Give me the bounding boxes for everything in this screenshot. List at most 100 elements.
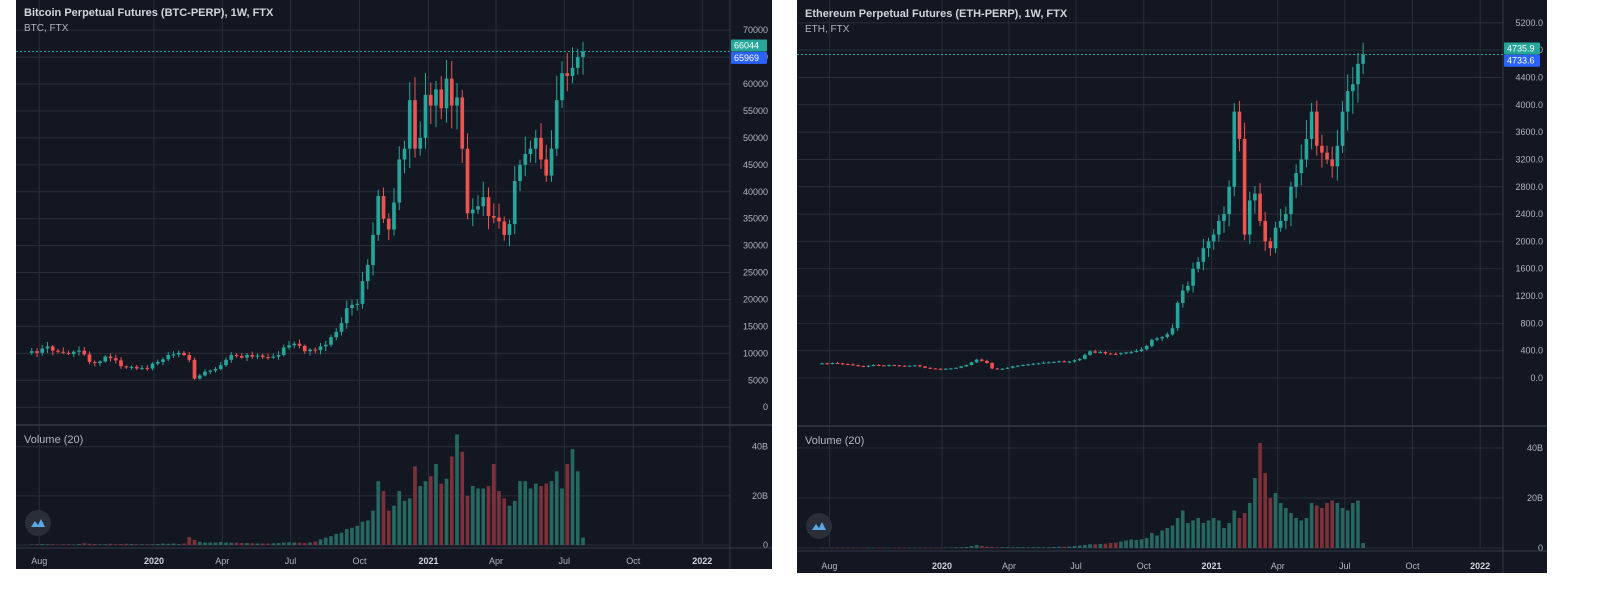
candle — [1134, 351, 1139, 353]
volume-bar — [1052, 547, 1056, 548]
x-tick-label: Jul — [558, 556, 570, 566]
volume-bar — [281, 542, 286, 545]
candle — [266, 357, 270, 359]
volume-bar — [171, 543, 176, 545]
volume-bar — [1098, 544, 1103, 548]
eth-chart-canvas[interactable]: Aug 2020 Apr Jul Oct 2021 Apr Jul Oct 2022 0.0 400.… — [797, 0, 1547, 573]
tradingview-logo-icon[interactable] — [25, 510, 51, 536]
volume-bar — [29, 544, 34, 546]
volume-bar — [302, 543, 307, 545]
x-tick-label: Aug — [31, 556, 47, 566]
candle — [830, 362, 835, 364]
candle — [108, 356, 113, 359]
candle — [1139, 349, 1144, 352]
volume-bar — [1211, 518, 1216, 548]
candle — [302, 345, 307, 352]
candle — [1242, 138, 1247, 235]
volume-bar — [969, 546, 974, 548]
volume-bar — [949, 547, 953, 548]
candle — [1129, 352, 1134, 354]
chart-title: Ethereum Perpetual Futures (ETH-PERP), 1… — [805, 8, 1068, 20]
volume-bar — [892, 547, 896, 549]
candle — [851, 364, 855, 366]
volume-bar — [155, 544, 160, 545]
volume-bar — [918, 547, 922, 549]
x-tick-label: 2022 — [1470, 561, 1490, 571]
candle — [845, 364, 850, 366]
volume-bar — [1046, 547, 1051, 548]
candle — [449, 78, 454, 106]
volume-bar — [539, 486, 543, 545]
candle — [166, 354, 171, 360]
volume-bar — [1284, 508, 1288, 548]
candle — [428, 94, 433, 106]
candle — [1330, 159, 1335, 167]
candle — [1284, 214, 1288, 221]
volume-bar — [1041, 547, 1046, 548]
y-tick-label: 4400.0 — [1515, 72, 1543, 82]
candle — [313, 349, 318, 351]
y-tick-label: 5200.0 — [1515, 18, 1543, 28]
candle — [995, 368, 1000, 370]
candle — [1258, 193, 1262, 221]
candle — [1263, 220, 1268, 242]
candle — [1247, 200, 1252, 235]
candle — [239, 356, 244, 358]
candle — [1196, 261, 1201, 269]
volume-bar — [213, 542, 218, 545]
candle — [119, 360, 123, 367]
candle — [140, 367, 144, 369]
volume-bar — [1361, 543, 1365, 548]
btc-chart-canvas[interactable]: Aug 2020 Apr Jul Oct 2021 Apr Jul Oct 2022 0 5000 10… — [16, 0, 772, 569]
volume-tick-label: 0 — [763, 540, 768, 550]
candle — [113, 358, 118, 361]
candle — [820, 363, 824, 365]
volume-bar — [1222, 528, 1226, 548]
candle — [224, 359, 228, 366]
volume-bar — [1320, 508, 1324, 548]
candle — [1144, 345, 1149, 350]
volume-bar — [1330, 500, 1335, 548]
volume-bar — [449, 456, 454, 545]
candle — [1314, 111, 1319, 146]
volume-bar — [82, 543, 87, 545]
candle — [460, 97, 465, 149]
candle — [1356, 63, 1360, 85]
volume-bar — [1345, 510, 1350, 548]
volume-label: Volume (20) — [24, 434, 84, 446]
candle — [907, 365, 912, 367]
volume-bar — [882, 547, 886, 549]
candle — [155, 361, 160, 364]
volume-bar — [40, 544, 45, 545]
volume-bar — [187, 537, 192, 545]
candle — [329, 337, 333, 345]
candle — [861, 366, 866, 368]
volume-bar — [830, 547, 835, 549]
volume-bar — [313, 541, 318, 545]
candle — [103, 356, 108, 362]
volume-bar — [1139, 539, 1144, 548]
candle — [355, 303, 360, 305]
volume-bar — [255, 543, 260, 545]
tradingview-logo-icon[interactable] — [806, 513, 832, 539]
volume-bar — [1263, 473, 1268, 548]
candle — [866, 365, 871, 367]
volume-bar — [835, 547, 840, 549]
volume-bar — [1113, 542, 1118, 548]
volume-bar — [565, 463, 570, 545]
x-tick-label: Apr — [1002, 561, 1016, 571]
candle — [565, 73, 570, 76]
volume-bar — [365, 520, 370, 545]
y-tick-label: 2000.0 — [1515, 236, 1543, 246]
candle — [1021, 365, 1025, 367]
volume-bar — [140, 544, 144, 545]
candle — [544, 159, 549, 176]
candle — [1289, 186, 1293, 215]
candle — [1340, 111, 1345, 146]
candle — [876, 365, 881, 367]
candle — [1175, 302, 1180, 329]
candle — [979, 359, 984, 361]
volume-bar — [1119, 541, 1123, 548]
y-tick-label: 20000 — [743, 294, 768, 304]
volume-bar — [1237, 518, 1242, 548]
